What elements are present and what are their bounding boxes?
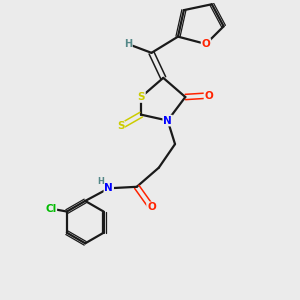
Text: S: S xyxy=(137,92,145,102)
Text: Cl: Cl xyxy=(45,204,56,214)
Text: N: N xyxy=(104,183,113,193)
Text: H: H xyxy=(124,39,132,49)
Text: N: N xyxy=(163,116,172,126)
Text: O: O xyxy=(205,91,213,100)
Text: S: S xyxy=(117,122,124,131)
Text: O: O xyxy=(147,202,156,212)
Text: O: O xyxy=(202,39,210,49)
Text: H: H xyxy=(97,177,104,186)
